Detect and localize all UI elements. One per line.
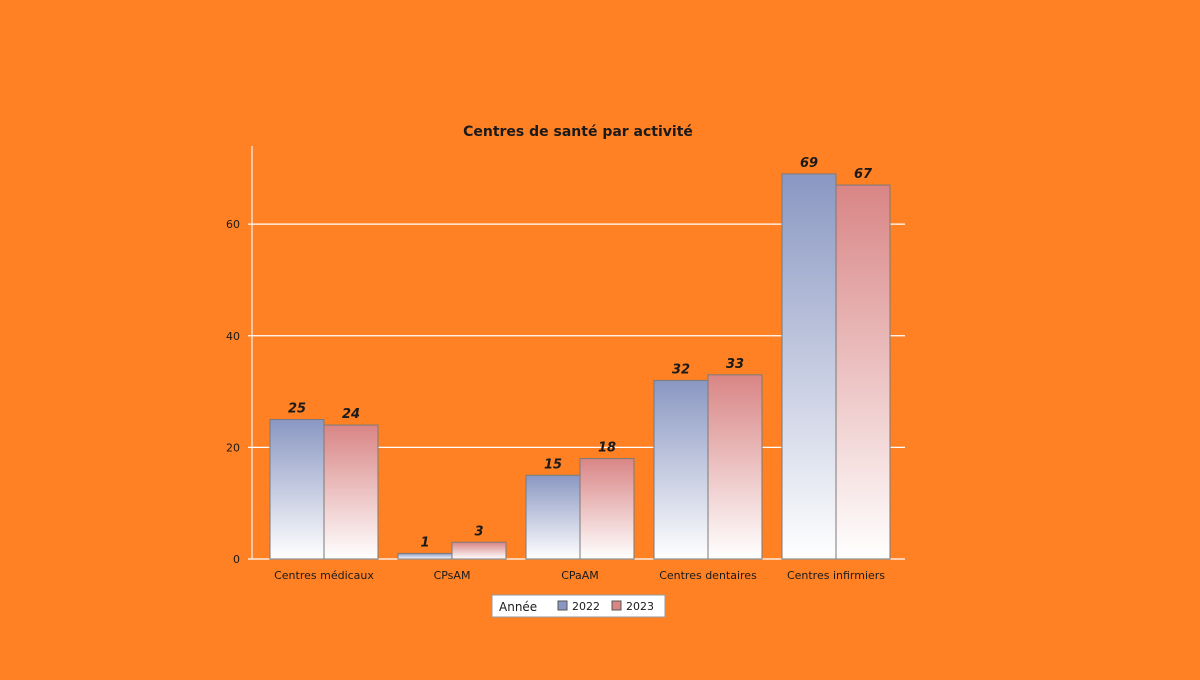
- data-labels: 25 24 1 3 15 18 32 33 69 67: [288, 156, 873, 551]
- x-tick-label: CPaAM: [561, 569, 599, 582]
- legend: Année 2022 2023: [491, 594, 666, 618]
- x-tick-label: Centres dentaires: [659, 569, 757, 582]
- y-tick-label: 40: [226, 330, 240, 343]
- bar-2023: [579, 458, 635, 560]
- data-label: 69: [800, 156, 818, 171]
- legend-label: 2022: [572, 600, 600, 613]
- bar-2022: [653, 379, 709, 560]
- legend-label: 2023: [626, 600, 654, 613]
- data-label: 24: [342, 407, 360, 422]
- bar-2022: [269, 418, 325, 560]
- data-label: 33: [726, 357, 744, 372]
- bar-2023: [323, 424, 379, 560]
- legend-swatch-2023: [611, 600, 622, 611]
- data-label: 32: [672, 362, 690, 377]
- bar-2022: [781, 173, 837, 560]
- bar-2022: [397, 552, 453, 560]
- y-tick-label: 0: [233, 553, 240, 566]
- data-label: 3: [474, 524, 483, 539]
- legend-box: [491, 594, 666, 618]
- data-label: 15: [544, 457, 562, 472]
- legend-swatch-2022: [557, 600, 568, 611]
- y-tick-label: 60: [226, 218, 240, 231]
- data-label: 18: [598, 441, 616, 456]
- x-tick-labels: Centres médicaux CPsAM CPaAM Centres dentai…: [274, 569, 885, 582]
- chart-title: Centres de santé par activité: [463, 124, 693, 140]
- bar-2022: [525, 474, 581, 560]
- bar-2023: [707, 374, 763, 560]
- data-label: 1: [420, 535, 429, 550]
- x-tick-label: Centres infirmiers: [787, 569, 885, 582]
- data-label: 25: [288, 401, 306, 416]
- bars: [269, 173, 891, 560]
- y-tick-label: 20: [226, 441, 240, 454]
- x-tick-label: CPsAM: [434, 569, 471, 582]
- bar-2023: [451, 541, 507, 560]
- bar-2023: [835, 184, 891, 560]
- data-label: 67: [854, 167, 873, 182]
- x-tick-label: Centres médicaux: [274, 569, 374, 582]
- legend-title: Année: [499, 600, 537, 614]
- y-tick-labels: 0 20 40 60: [226, 218, 240, 566]
